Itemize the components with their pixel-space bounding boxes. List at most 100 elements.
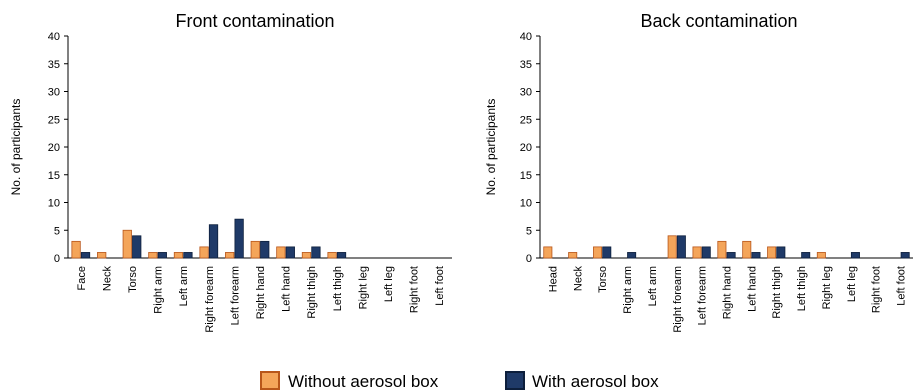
y-tick-label: 20 bbox=[48, 142, 60, 154]
x-tick-label: Left leg bbox=[846, 266, 858, 302]
y-tick-label: 40 bbox=[48, 31, 60, 43]
bar-without-right-arm bbox=[148, 252, 158, 259]
bar-with-left-thigh bbox=[336, 252, 347, 259]
y-tick-label: 5 bbox=[54, 225, 60, 237]
legend: Without aerosol box With aerosol box bbox=[260, 371, 659, 391]
legend-swatch-with bbox=[505, 371, 525, 390]
bar-with-right-forearm bbox=[676, 235, 686, 259]
bar-with-right-thigh bbox=[311, 246, 321, 259]
bar-with-right-forearm bbox=[208, 224, 219, 259]
x-tick-label: Torso bbox=[127, 266, 139, 293]
x-tick-label: Neck bbox=[101, 266, 113, 292]
x-tick-label: Left thigh bbox=[796, 266, 808, 311]
bar-without-torso bbox=[593, 246, 603, 259]
x-tick-label: Right thigh bbox=[771, 266, 783, 319]
bar-with-right-hand bbox=[260, 240, 270, 259]
bar-with-right-arm bbox=[157, 252, 167, 259]
x-tick-label: Face bbox=[76, 266, 88, 290]
x-tick-label: Left leg bbox=[383, 266, 395, 302]
x-tick-label: Right foot bbox=[409, 266, 421, 313]
x-tick-label: Right thigh bbox=[306, 266, 318, 319]
bar-with-right-thigh bbox=[776, 246, 786, 259]
bar-without-torso bbox=[122, 229, 132, 259]
x-tick-label: Right hand bbox=[255, 266, 267, 319]
y-tick-label: 10 bbox=[48, 198, 60, 210]
bar-with-left-foot bbox=[900, 252, 910, 259]
bar-with-right-arm bbox=[627, 252, 637, 259]
x-tick-label: Left foot bbox=[896, 266, 908, 306]
y-tick-label: 15 bbox=[48, 170, 60, 182]
legend-swatch-without bbox=[260, 371, 280, 390]
y-tick-label: 40 bbox=[520, 31, 532, 43]
x-tick-label: Right forearm bbox=[672, 266, 684, 333]
legend-label-with: With aerosol box bbox=[532, 372, 659, 391]
bar-with-left-arm bbox=[183, 252, 193, 259]
x-tick-label: Right foot bbox=[871, 266, 883, 313]
y-tick-label: 30 bbox=[520, 87, 532, 99]
bar-without-right-forearm bbox=[199, 246, 209, 259]
bar-without-face bbox=[71, 240, 81, 259]
x-tick-label: Right leg bbox=[821, 266, 833, 309]
bar-without-neck bbox=[97, 252, 107, 259]
bar-without-right-hand bbox=[717, 240, 727, 259]
chart-title: Back contamination bbox=[640, 11, 797, 31]
y-tick-label: 0 bbox=[54, 253, 60, 265]
chart-title: Front contamination bbox=[175, 11, 334, 31]
x-tick-label: Right forearm bbox=[204, 266, 216, 333]
y-tick-label: 0 bbox=[526, 253, 532, 265]
x-tick-label: Left foot bbox=[434, 266, 446, 306]
x-tick-label: Left hand bbox=[746, 266, 758, 312]
x-tick-label: Head bbox=[547, 266, 559, 292]
x-tick-label: Torso bbox=[597, 266, 609, 293]
x-tick-label: Left forearm bbox=[697, 266, 709, 325]
y-tick-label: 5 bbox=[526, 225, 532, 237]
x-tick-label: Left forearm bbox=[229, 266, 241, 325]
bar-with-torso bbox=[132, 235, 142, 259]
bar-without-left-thigh bbox=[327, 252, 337, 259]
bar-without-neck bbox=[568, 252, 578, 259]
y-tick-label: 35 bbox=[48, 59, 60, 71]
bar-without-right-thigh bbox=[767, 246, 777, 259]
y-tick-label: 25 bbox=[520, 114, 532, 126]
legend-label-without: Without aerosol box bbox=[288, 372, 439, 391]
y-tick-label: 25 bbox=[48, 114, 60, 126]
bar-with-right-hand bbox=[726, 252, 736, 259]
bar-without-left-hand bbox=[742, 240, 752, 259]
y-tick-label: 15 bbox=[520, 170, 532, 182]
bar-without-head bbox=[543, 246, 553, 259]
x-tick-label: Right hand bbox=[722, 266, 734, 319]
bar-without-right-leg bbox=[816, 252, 826, 259]
y-tick-label: 35 bbox=[520, 59, 532, 71]
front-contamination-chart: Front contamination No. of participants 0 5… bbox=[9, 11, 452, 333]
bar-without-left-hand bbox=[276, 246, 286, 259]
bar-with-left-forearm bbox=[701, 246, 711, 259]
x-tick-label: Left arm bbox=[647, 266, 659, 306]
bar-with-left-forearm bbox=[234, 218, 244, 259]
bar-with-left-hand bbox=[751, 252, 761, 259]
bar-without-left-forearm bbox=[692, 246, 702, 259]
x-tick-label: Left arm bbox=[178, 266, 190, 306]
bar-with-torso bbox=[602, 246, 612, 259]
bar-without-right-thigh bbox=[301, 252, 312, 259]
x-tick-label: Left hand bbox=[281, 266, 293, 312]
bar-without-right-forearm bbox=[667, 235, 677, 259]
back-contamination-chart: Back contamination No. of participants 0 5 1… bbox=[484, 11, 913, 333]
bar-without-left-forearm bbox=[225, 252, 235, 259]
x-tick-label: Neck bbox=[572, 266, 584, 292]
x-tick-label: Right leg bbox=[357, 266, 369, 309]
bar-with-face bbox=[80, 252, 91, 259]
y-tick-label: 20 bbox=[520, 142, 532, 154]
x-tick-label: Right arm bbox=[153, 266, 165, 314]
bar-without-right-hand bbox=[250, 240, 260, 259]
y-tick-label: 10 bbox=[520, 198, 532, 210]
x-tick-label: Right arm bbox=[622, 266, 634, 314]
y-axis-label: No. of participants bbox=[484, 99, 498, 196]
bar-without-left-arm bbox=[173, 252, 184, 259]
y-tick-label: 30 bbox=[48, 87, 60, 99]
bar-with-left-thigh bbox=[801, 252, 811, 259]
x-tick-label: Left thigh bbox=[332, 266, 344, 311]
bar-with-left-leg bbox=[850, 252, 860, 259]
y-axis-label: No. of participants bbox=[9, 99, 23, 196]
bar-with-left-hand bbox=[285, 246, 295, 259]
